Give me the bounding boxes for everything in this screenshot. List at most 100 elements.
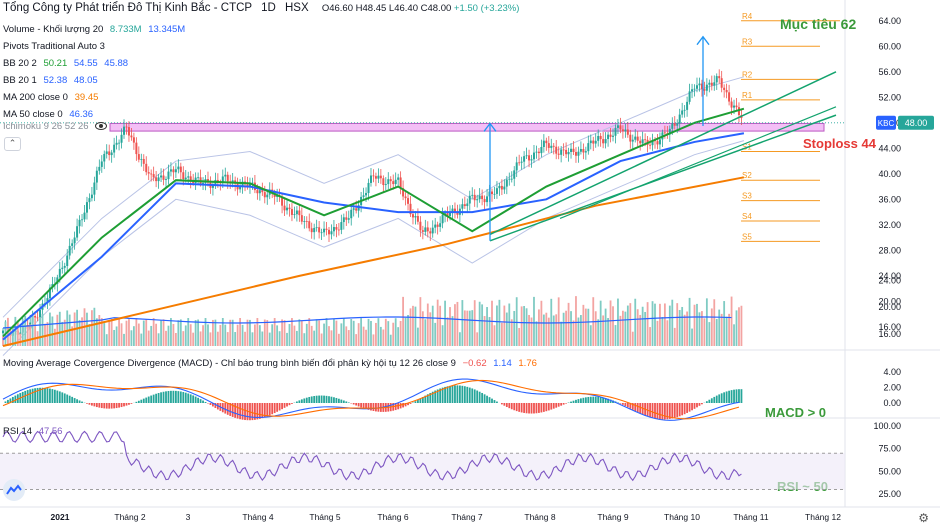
tradingview-logo-icon[interactable] (3, 479, 25, 501)
legend-volume-v2: 13.345M (148, 24, 186, 35)
candle-body (283, 205, 286, 211)
volume-bar (19, 333, 22, 346)
candle-body (165, 179, 167, 180)
volume-bar (488, 317, 491, 346)
volume-bar (597, 319, 600, 346)
candle-body (407, 198, 410, 204)
volume-bar (56, 314, 59, 346)
candle-body (693, 88, 696, 90)
legend-ichimoku[interactable]: Ichimoku 9 26 52 26 (3, 118, 108, 135)
candle-body (449, 212, 452, 216)
legend-volume[interactable]: Volume - Khối lượng 20 8.733M 13.345M (3, 21, 185, 38)
macd-histogram-bar (157, 392, 160, 403)
candle-body (572, 148, 575, 152)
volume-bar (261, 331, 264, 346)
macd-histogram-bar (740, 389, 743, 403)
channel-mid-line (559, 106, 837, 220)
volume-bar (291, 318, 293, 346)
candle-body (192, 181, 195, 184)
interval-label[interactable]: 1D (261, 2, 276, 14)
eye-hidden-icon[interactable] (95, 122, 108, 131)
legend-bb2[interactable]: BB 20 2 50.21 54.55 45.88 (3, 55, 128, 72)
volume-bar (246, 319, 249, 346)
volume-bar (738, 307, 740, 346)
legend-pivots[interactable]: Pivots Traditional Auto 3 (3, 38, 105, 55)
channel-upper-line (489, 71, 837, 236)
macd-histogram-bar (476, 390, 479, 403)
macd-histogram-bar (86, 403, 88, 404)
volume-bar (283, 320, 286, 346)
candle-body (150, 173, 153, 175)
volume-bar (281, 319, 283, 346)
candle-body (560, 149, 563, 155)
candle-body (434, 224, 437, 228)
legend-bb1[interactable]: BB 20 1 52.38 48.05 (3, 72, 98, 89)
macd-histogram-bar (518, 403, 521, 412)
macd-histogram-bar (402, 403, 404, 408)
macd-histogram-bar (639, 403, 642, 414)
volume-bar (288, 324, 291, 346)
macd-histogram-bar (199, 399, 202, 403)
macd-histogram-bar (256, 403, 259, 420)
macd-histogram-bar (305, 397, 308, 403)
volume-bar (688, 297, 691, 346)
collapse-legend-button[interactable]: ⌃ (4, 137, 21, 151)
ma200-line (2, 176, 745, 347)
macd-histogram-bar (688, 403, 691, 412)
macd-histogram-bar (602, 397, 605, 403)
macd-histogram-bar (377, 403, 380, 412)
volume-bar (310, 325, 313, 346)
candle-body (365, 193, 368, 196)
macd-histogram-bar (649, 403, 651, 418)
volume-bar (510, 319, 513, 346)
macd-histogram-bar (295, 401, 298, 403)
macd-histogram-bar (404, 403, 407, 407)
macd-histogram-bar (73, 398, 76, 403)
macd-histogram-bar (137, 400, 140, 403)
gear-icon[interactable]: ⚙ (918, 511, 929, 525)
volume-bar (471, 310, 474, 346)
volume-bar (683, 314, 686, 346)
legend-rsi[interactable]: RSI 14 47.56 (3, 423, 62, 440)
candle-body (39, 309, 42, 318)
volume-bar (16, 320, 19, 346)
candle-body (392, 181, 395, 185)
volume-bar (454, 304, 456, 346)
macd-histogram-bar (525, 403, 528, 414)
candle-body (145, 163, 148, 173)
volume-bar (636, 309, 639, 346)
macd-histogram-bar (261, 403, 264, 419)
candle-body (295, 210, 298, 215)
candle-body (663, 132, 666, 134)
volume-bar (426, 303, 429, 346)
candle-body (644, 139, 647, 141)
legend-volume-label: Volume - Khối lượng 20 (3, 24, 104, 35)
macd-histogram-bar (187, 393, 190, 403)
candle-body (377, 175, 380, 179)
high-value: H48.45 (355, 3, 387, 14)
legend-pivots-label: Pivots Traditional Auto 3 (3, 41, 105, 52)
volume-bar (308, 318, 311, 346)
volume-bar (530, 317, 533, 346)
candle-body (2, 330, 4, 334)
macd-histogram-bar (333, 397, 335, 403)
legend-macd[interactable]: Moving Average Covergence Divergence (MA… (3, 355, 537, 372)
candle-body (355, 208, 358, 211)
macd-histogram-bar (352, 403, 355, 405)
macd-histogram-bar (234, 403, 237, 418)
volume-bar (461, 300, 464, 346)
volume-bar (451, 316, 454, 346)
candle-body (466, 203, 469, 207)
legend-ma50[interactable]: MA 50 close 0 46.36 (3, 106, 93, 123)
macd-histogram-bar (417, 399, 419, 403)
macd-histogram-bar (53, 389, 56, 403)
candle-body (369, 175, 372, 183)
volume-bar (542, 314, 545, 346)
volume-bar (152, 318, 155, 346)
macd-histogram-bar (298, 400, 301, 403)
volume-bar (733, 324, 735, 346)
legend-ma200[interactable]: MA 200 close 0 39.45 (3, 89, 98, 106)
macd-histogram-bar (152, 394, 155, 403)
